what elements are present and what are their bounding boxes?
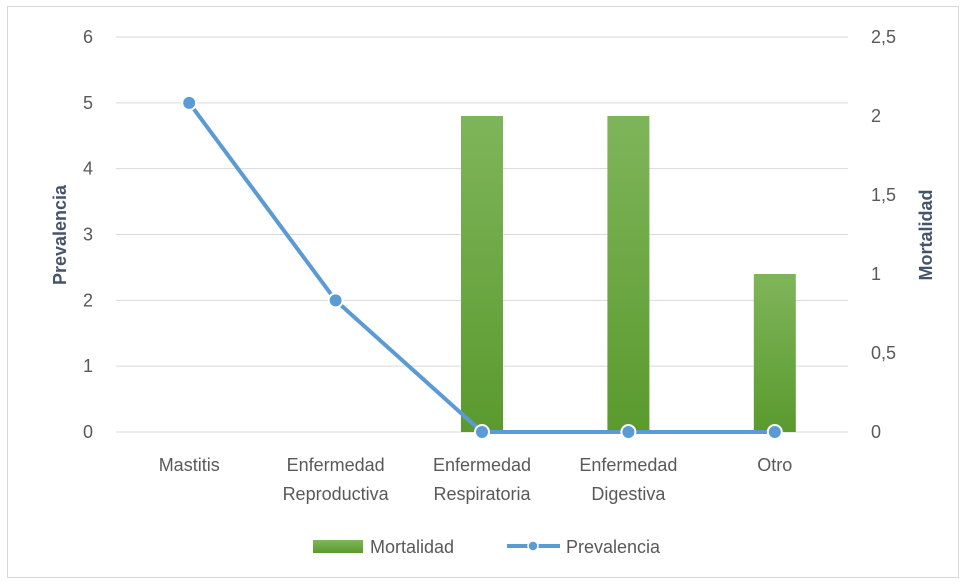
legend-prevalencia-label: Prevalencia bbox=[566, 537, 661, 557]
right-tick-label: 1,5 bbox=[871, 185, 896, 205]
left-tick-label: 5 bbox=[83, 93, 93, 113]
left-tick-label: 2 bbox=[83, 290, 93, 310]
point-prevalencia bbox=[766, 424, 783, 440]
point-prevalencia bbox=[474, 424, 490, 440]
right-axis-ticks: 0 0,5 1 1,5 2 2,5 bbox=[871, 27, 896, 442]
point-prevalencia bbox=[620, 424, 637, 440]
category-label: Enfermedad bbox=[579, 455, 677, 475]
category-label: Digestiva bbox=[591, 484, 666, 504]
right-tick-label: 2 bbox=[871, 106, 881, 126]
legend: Mortalidad Prevalencia bbox=[313, 537, 661, 557]
point-prevalencia bbox=[181, 94, 198, 111]
left-tick-label: 4 bbox=[83, 159, 93, 179]
category-label: Mastitis bbox=[159, 455, 220, 475]
left-axis-ticks: 0 1 2 3 4 5 6 bbox=[83, 27, 93, 442]
category-label: Respiratoria bbox=[433, 484, 531, 504]
category-labels: Mastitis Enfermedad Reproductiva Enfermedad… bbox=[159, 455, 793, 504]
legend-mortalidad-swatch bbox=[313, 540, 363, 553]
right-tick-label: 2,5 bbox=[871, 27, 896, 47]
category-label: Reproductiva bbox=[283, 484, 390, 504]
bar-mortalidad bbox=[607, 116, 650, 432]
left-tick-label: 1 bbox=[83, 356, 93, 376]
left-axis-title: Prevalencia bbox=[50, 184, 70, 285]
right-tick-label: 0,5 bbox=[871, 343, 896, 363]
right-tick-label: 0 bbox=[871, 422, 881, 442]
left-tick-label: 3 bbox=[83, 225, 93, 245]
point-prevalencia bbox=[327, 292, 344, 309]
prevalencia-line bbox=[181, 94, 783, 440]
mortalidad-bars bbox=[461, 116, 796, 432]
left-tick-label: 0 bbox=[83, 422, 93, 442]
category-label: Enfermedad bbox=[433, 455, 531, 475]
category-label: Enfermedad bbox=[287, 455, 385, 475]
right-tick-label: 1 bbox=[871, 264, 881, 284]
bar-mortalidad bbox=[753, 274, 796, 432]
bar-mortalidad bbox=[461, 116, 503, 432]
category-label: Otro bbox=[757, 455, 792, 475]
legend-prevalencia-marker bbox=[527, 540, 539, 552]
legend-mortalidad-label: Mortalidad bbox=[370, 537, 454, 557]
right-axis-title: Mortalidad bbox=[916, 189, 936, 280]
left-tick-label: 6 bbox=[83, 27, 93, 47]
